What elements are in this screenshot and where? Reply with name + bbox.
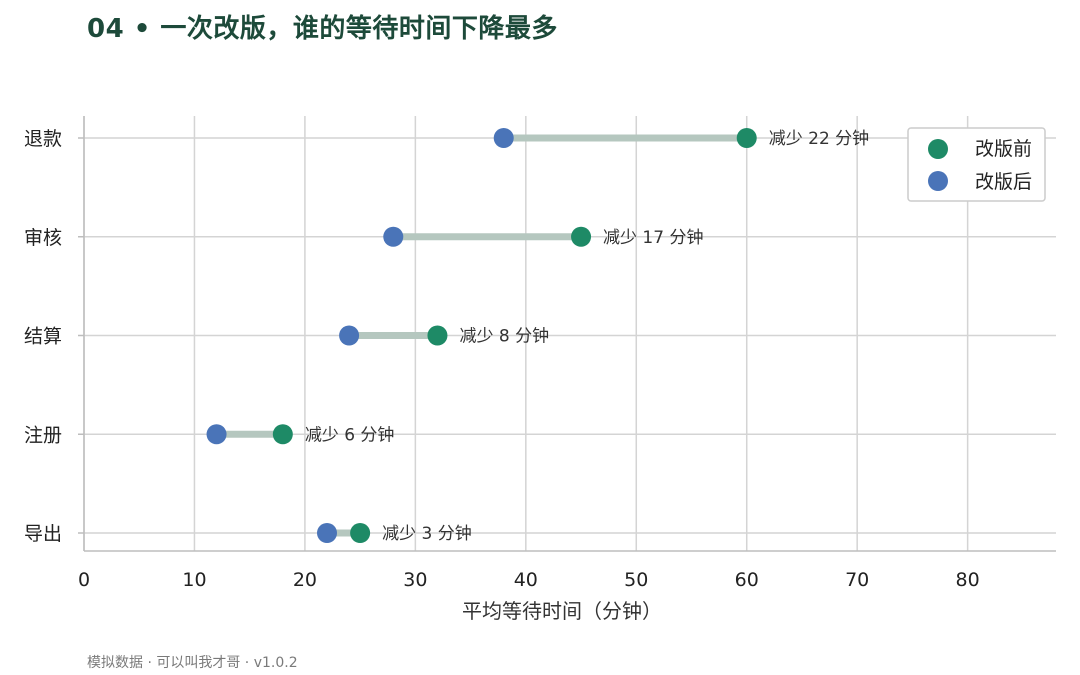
footer-note: 模拟数据 · 可以叫我才哥 · v1.0.2 xyxy=(87,655,298,671)
y-tick-label: 退款 xyxy=(24,128,62,150)
reduction-label: 减少 6 分钟 xyxy=(305,425,395,445)
after-point xyxy=(206,424,227,445)
reduction-label: 减少 17 分钟 xyxy=(603,228,703,248)
x-axis-title: 平均等待时间（分钟） xyxy=(462,599,662,623)
x-tick-label: 20 xyxy=(293,569,317,591)
before-point xyxy=(272,424,293,445)
after-point xyxy=(493,128,514,148)
before-point xyxy=(427,325,448,346)
legend-before-marker xyxy=(928,139,948,159)
legend-after-label[interactable]: 改版后 xyxy=(975,171,1032,193)
legend-before-label[interactable]: 改版前 xyxy=(975,138,1032,160)
after-point xyxy=(339,325,360,346)
reduction-label: 减少 22 分钟 xyxy=(769,129,869,149)
before-point xyxy=(571,226,592,247)
before-point xyxy=(736,128,757,148)
x-tick-label: 50 xyxy=(624,569,648,591)
reduction-label: 减少 3 分钟 xyxy=(382,524,472,544)
chart-title: 04 • 一次改版，谁的等待时间下降最多 xyxy=(87,14,558,44)
y-tick-label: 注册 xyxy=(24,424,62,446)
x-tick-label: 40 xyxy=(514,569,538,591)
y-tick-label: 导出 xyxy=(24,523,62,545)
y-tick-label: 审核 xyxy=(24,227,62,249)
y-tick-label: 结算 xyxy=(24,326,62,348)
x-tick-label: 70 xyxy=(845,569,869,591)
x-tick-label: 10 xyxy=(182,569,206,591)
x-tick-label: 0 xyxy=(78,569,90,591)
before-point xyxy=(350,523,371,543)
x-tick-label: 80 xyxy=(956,569,980,591)
reduction-label: 减少 8 分钟 xyxy=(459,327,549,347)
after-point xyxy=(383,226,404,247)
after-point xyxy=(317,523,337,543)
legend-after-marker xyxy=(928,171,948,191)
x-tick-label: 30 xyxy=(403,569,427,591)
x-tick-label: 60 xyxy=(735,569,759,591)
